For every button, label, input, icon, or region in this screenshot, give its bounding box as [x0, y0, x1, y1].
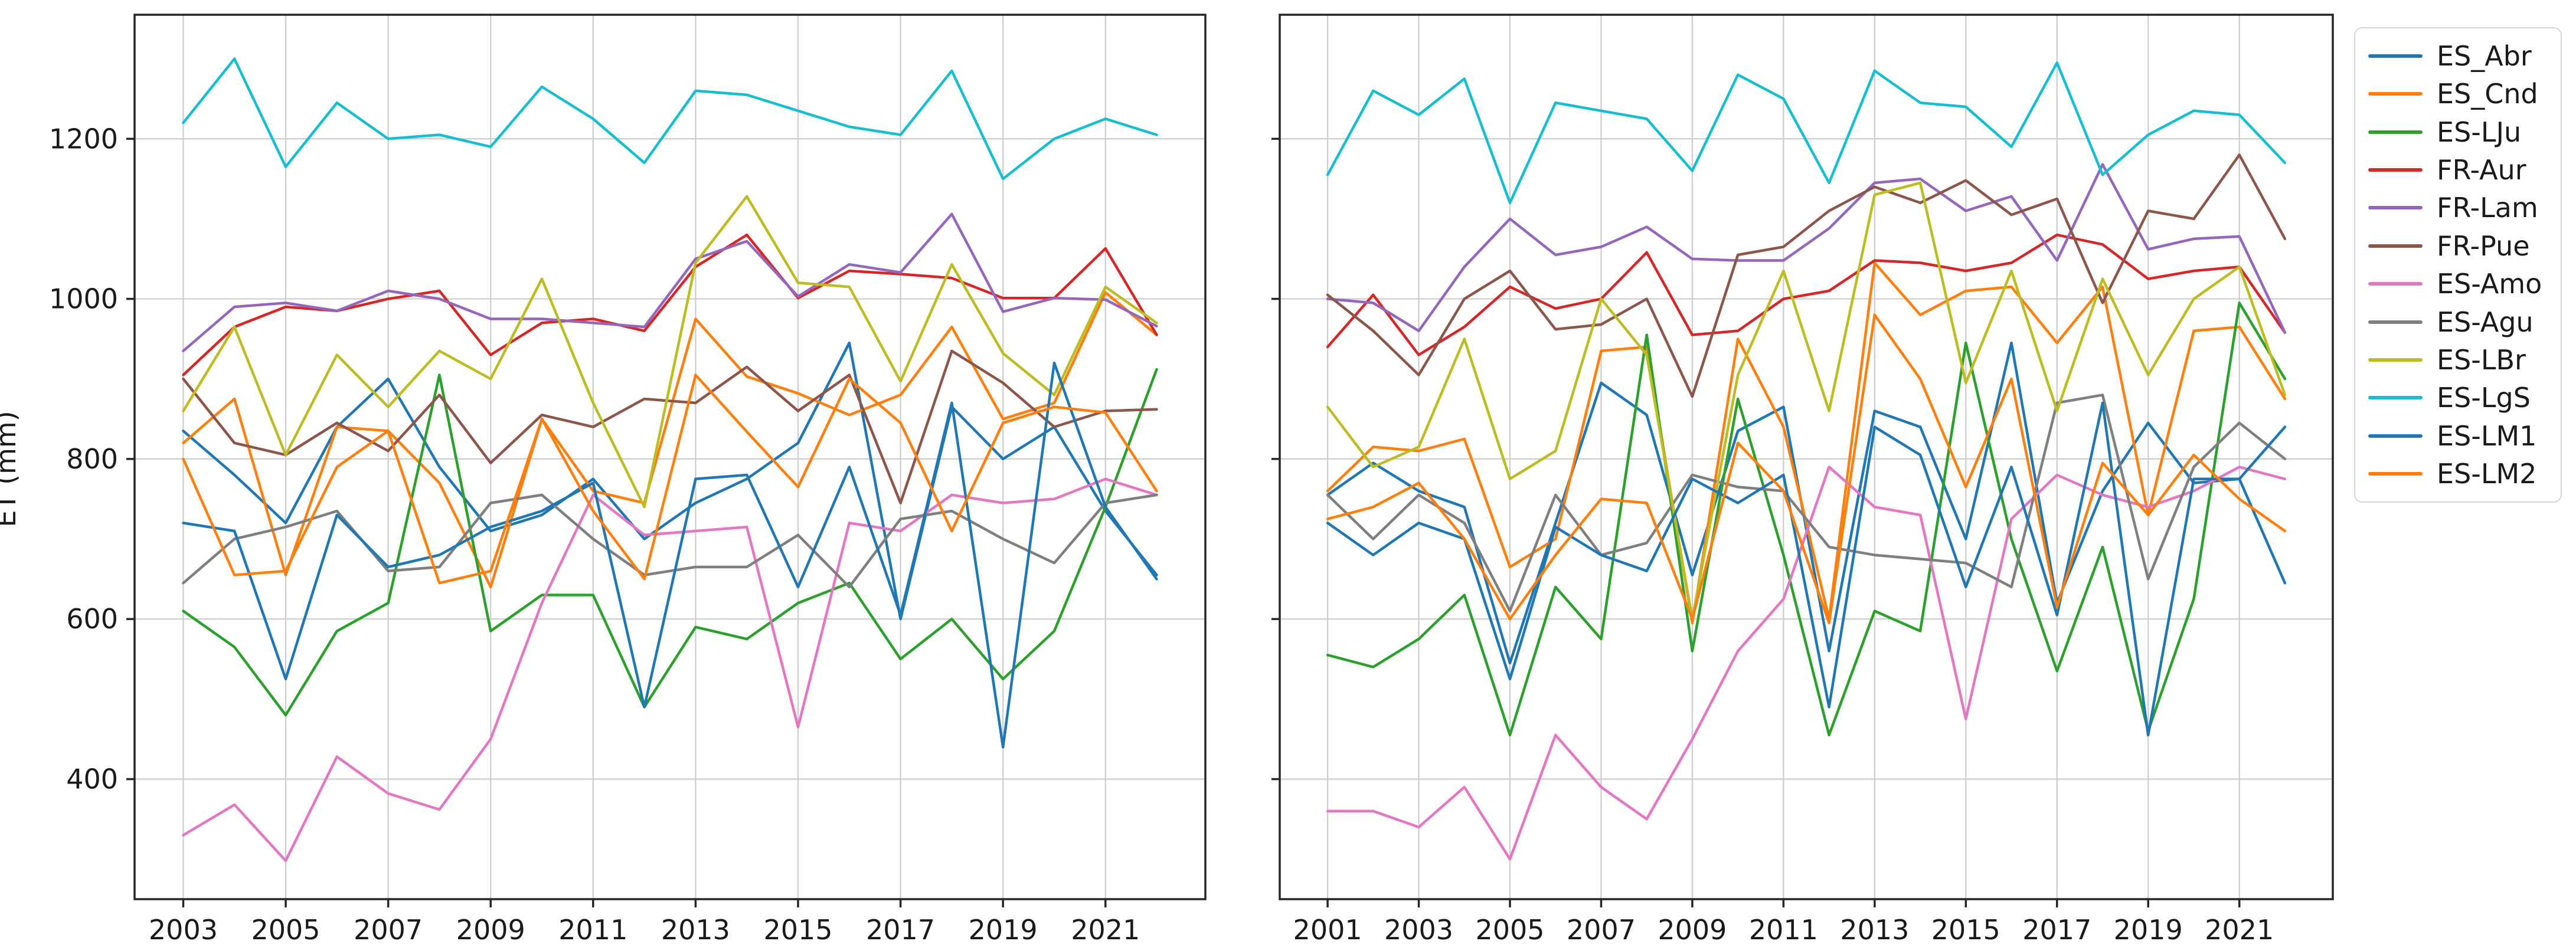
right-plot-series-ES-Agu	[1326, 394, 2287, 612]
legend-line-swatch	[2368, 206, 2423, 210]
legend-line-swatch	[2368, 244, 2423, 248]
right-plot-series-ES-LJu	[1326, 301, 2287, 737]
legend-label: ES-LBr	[2437, 343, 2526, 376]
left-plot-xtick-label: 2019	[969, 914, 1038, 944]
left-plot-xtick-label: 2009	[456, 914, 525, 944]
legend-label: ES-LM1	[2437, 419, 2537, 452]
right-plot-xtick-label: 2003	[1384, 914, 1453, 944]
legend-line-swatch	[2368, 358, 2423, 362]
left-plot-series-ES-LM2	[182, 373, 1158, 585]
right-plot-xtick-label: 2009	[1658, 914, 1727, 944]
legend-label: FR-Aur	[2437, 154, 2526, 186]
legend-line-swatch	[2368, 396, 2423, 400]
left-plot-xtick-label: 2015	[763, 914, 832, 944]
left-plot-xtick-label: 2013	[661, 914, 730, 944]
left-plot-series-ES-LM1	[182, 361, 1158, 749]
right-plot-series-ES-Amo	[1326, 466, 2287, 861]
legend-line-swatch	[2368, 282, 2423, 286]
right-plot-series-FR-Pue	[1326, 153, 2287, 398]
legend-line-swatch	[2368, 168, 2423, 172]
legend-item-ES-Agu: ES-Agu	[2368, 304, 2556, 340]
right-plot-grid	[1280, 15, 2333, 899]
left-plot-xtick-label: 2017	[866, 914, 935, 944]
legend-item-FR-Pue: FR-Pue	[2368, 228, 2556, 264]
legend-label: ES-LM2	[2437, 457, 2537, 490]
legend-line-swatch	[2368, 471, 2423, 476]
left-plot-series-FR-Aur	[182, 233, 1158, 376]
ytick-label: 1000	[49, 283, 118, 315]
right-plot-xtick-label: 2011	[1749, 914, 1818, 944]
right-plot-series-ES-LBr	[1326, 181, 2287, 621]
legend-item-ES-LJu: ES-LJu	[2368, 114, 2556, 150]
right-plot-series-FR-Aur	[1326, 233, 2287, 356]
left-plot-ticks: 2003 2005 2007 2009 2011 2013 2015 2017 2019 2021…	[49, 123, 1140, 944]
right-plot-xtick-label: 2013	[1840, 914, 1909, 944]
ytick-label: 1200	[49, 123, 118, 155]
left-plot-series-FR-Pue	[182, 349, 1158, 504]
legend-item-ES-LM1: ES-LM1	[2368, 418, 2556, 454]
legend-label: FR-Pue	[2437, 230, 2530, 262]
legend-label: ES_Abr	[2437, 40, 2532, 72]
left-plot: 2003 2005 2007 2009 2011 2013 2015 2017 2019 2021…	[49, 14, 1207, 944]
legend-line-swatch	[2368, 130, 2423, 134]
legend-label: ES-Agu	[2437, 306, 2533, 338]
right-plot-xtick-label: 2019	[2114, 914, 2183, 944]
left-plot-frame	[133, 14, 1207, 900]
legend-line-swatch	[2368, 54, 2423, 58]
legend-label: ES-LJu	[2437, 116, 2522, 148]
right-plot-series-ES-LgS	[1326, 61, 2287, 205]
right-plot-frame	[1279, 14, 2334, 900]
right-plot-xtick-label: 2015	[1931, 914, 2000, 944]
right-plot-ticks: 2001 2003 2005 2007 2009 2011 2013 2015 2017 2019…	[1271, 137, 2274, 944]
right-plot-series-ES-LM2	[1326, 313, 2287, 625]
legend-item-ES_Cnd: ES_Cnd	[2368, 76, 2556, 112]
legend-item-FR-Lam: FR-Lam	[2368, 189, 2556, 226]
right-plot-series-ES-LM1	[1326, 401, 2287, 737]
left-plot-series-ES-Amo	[182, 477, 1158, 863]
legend-item-ES-LBr: ES-LBr	[2368, 342, 2556, 378]
right-plot-xtick-label: 2007	[1567, 914, 1636, 944]
legend-item-ES-LgS: ES-LgS	[2368, 379, 2556, 416]
right-plot-xtick-label: 2005	[1475, 914, 1544, 944]
right-plot: 2001 2003 2005 2007 2009 2011 2013 2015 2017 2019…	[1271, 14, 2334, 944]
left-plot-xtick-label: 2005	[251, 914, 321, 944]
left-plot-series-FR-Lam	[182, 212, 1158, 353]
legend-item-ES-Amo: ES-Amo	[2368, 266, 2556, 302]
legend-item-ES-LM2: ES-LM2	[2368, 455, 2556, 492]
left-plot-series-ES-Agu	[182, 493, 1158, 589]
legend-label: FR-Lam	[2437, 192, 2538, 224]
left-plot-xtick-label: 2011	[558, 914, 627, 944]
left-plot-xtick-label: 2003	[149, 914, 218, 944]
right-plot-xtick-label: 2017	[2022, 914, 2091, 944]
left-plot-xtick-label: 2007	[354, 914, 423, 944]
legend-item-FR-Aur: FR-Aur	[2368, 152, 2556, 188]
legend-label: ES_Cnd	[2437, 78, 2538, 110]
legend: ES_Abr ES_Cnd ES-LJu FR-Aur FR-Lam FR-Pue ES-A…	[2354, 27, 2562, 503]
legend-line-swatch	[2368, 92, 2423, 96]
right-plot-series-ES_Cnd	[1326, 261, 2287, 625]
left-plot-xtick-label: 2021	[1071, 914, 1140, 944]
ytick-label: 600	[66, 603, 118, 635]
legend-line-swatch	[2368, 320, 2423, 324]
left-plot-series-ES-LBr	[182, 195, 1158, 509]
right-plot-series-FR-Lam	[1326, 163, 2287, 334]
ytick-label: 800	[66, 443, 118, 475]
right-plot-xtick-label: 2021	[2205, 914, 2274, 944]
legend-item-ES_Abr: ES_Abr	[2368, 38, 2556, 74]
legend-label: ES-Amo	[2437, 268, 2542, 300]
legend-label: ES-LgS	[2437, 382, 2531, 414]
right-plot-xtick-label: 2001	[1293, 914, 1362, 944]
legend-line-swatch	[2368, 434, 2423, 438]
ytick-label: 400	[66, 763, 118, 795]
left-plot-series-ES-LgS	[182, 57, 1158, 181]
y-axis-label: ET (mm)	[0, 411, 22, 527]
left-plot-series-ES_Abr	[182, 341, 1158, 621]
left-plot-series-ES-LJu	[182, 368, 1158, 717]
